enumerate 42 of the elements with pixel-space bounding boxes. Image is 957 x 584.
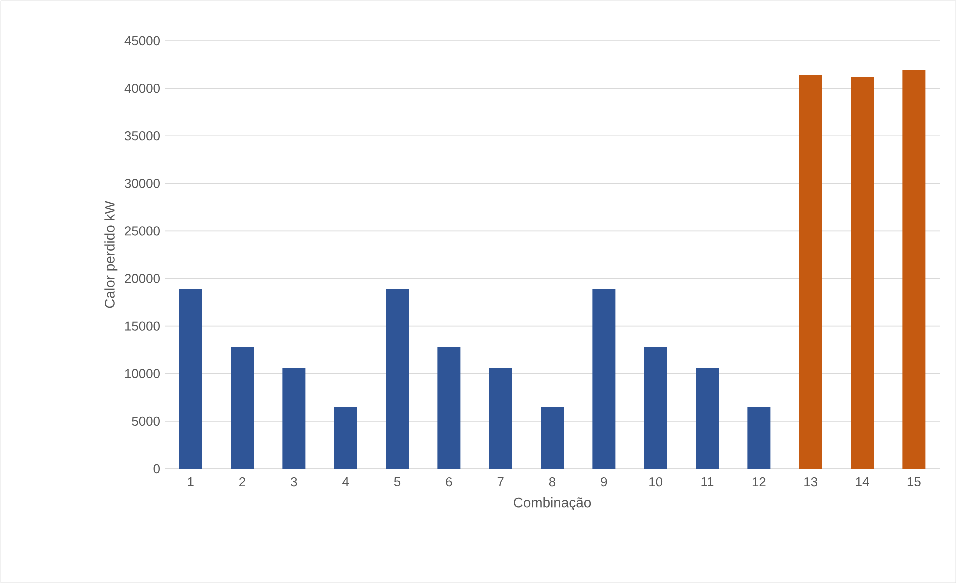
x-axis-title: Combinação: [514, 498, 592, 511]
bar: [644, 347, 668, 469]
x-tick-label: 1: [188, 478, 194, 486]
bar: [282, 368, 306, 469]
y-tick-label: 40000: [124, 84, 160, 94]
x-tick-label: 12: [752, 477, 766, 487]
x-tick-label: 2: [240, 477, 246, 487]
y-tick-label: 45000: [124, 36, 160, 46]
y-tick-label: 30000: [124, 179, 160, 188]
bar: [334, 407, 358, 469]
y-tick-label: 10000: [125, 369, 160, 378]
x-tick-label: 10: [650, 477, 663, 487]
y-tick-label: 35000: [124, 132, 160, 141]
bar: [438, 347, 461, 469]
y-tick-label: 15000: [125, 322, 160, 331]
y-tick-label: 20000: [125, 274, 160, 284]
bar: [799, 75, 822, 469]
bar: [696, 368, 720, 469]
x-tick-label: 8: [549, 477, 556, 487]
x-tick-label: 13: [804, 477, 818, 487]
x-tick-label: 9: [601, 477, 608, 487]
y-axis-title: Calor perdido kW: [104, 201, 118, 308]
x-tick-label: 14: [856, 478, 870, 486]
x-tick-label: 5: [394, 478, 401, 487]
bar: [179, 289, 202, 469]
bar: [489, 368, 512, 469]
bar: [902, 70, 926, 469]
y-tick-label: 5000: [132, 416, 160, 426]
x-tick-label: 4: [342, 478, 350, 486]
x-tick-label: 3: [291, 477, 298, 487]
x-tick-label: 7: [498, 478, 504, 486]
bar: [541, 407, 564, 469]
x-tick-label: 6: [446, 477, 452, 487]
bar: [851, 77, 874, 469]
bar: [748, 407, 771, 469]
bar: [592, 289, 616, 469]
x-tick-label: 15: [908, 478, 921, 487]
y-tick-label: 0: [154, 464, 160, 474]
y-tick-label: 25000: [125, 226, 160, 236]
bar: [386, 289, 410, 469]
bar: [231, 347, 254, 469]
x-tick-label: 11: [702, 478, 714, 486]
